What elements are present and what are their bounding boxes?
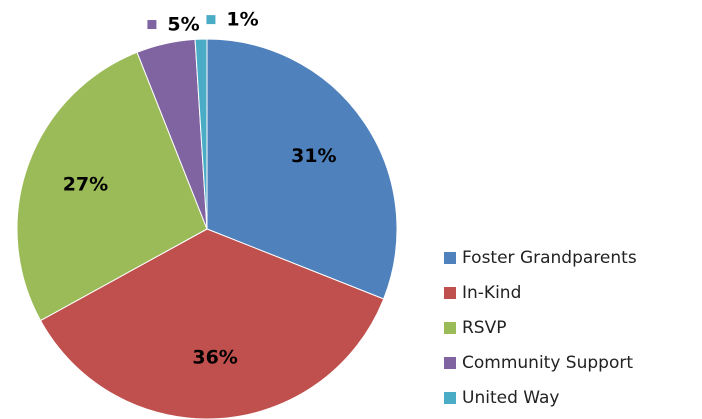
data-label: 36% bbox=[192, 346, 237, 368]
legend-swatch bbox=[444, 392, 456, 404]
data-label: 5% bbox=[167, 14, 199, 36]
data-label: 27% bbox=[63, 174, 108, 196]
label-marker bbox=[147, 20, 157, 30]
pie-slice bbox=[16, 51, 208, 322]
legend-label: RSVP bbox=[462, 318, 506, 338]
legend-swatch bbox=[444, 252, 456, 264]
legend-label: Community Support bbox=[462, 353, 633, 373]
data-label: 31% bbox=[291, 145, 336, 167]
pie-slice bbox=[194, 38, 208, 230]
data-label: 1% bbox=[226, 9, 258, 31]
legend-swatch bbox=[444, 287, 456, 299]
legend-label: United Way bbox=[462, 388, 559, 408]
pie-slice bbox=[206, 38, 398, 300]
legend-label: In-Kind bbox=[462, 283, 521, 303]
label-marker bbox=[206, 15, 216, 25]
legend-label: Foster Grandparents bbox=[462, 248, 637, 268]
legend-swatch bbox=[444, 357, 456, 369]
legend-swatch bbox=[444, 322, 456, 334]
